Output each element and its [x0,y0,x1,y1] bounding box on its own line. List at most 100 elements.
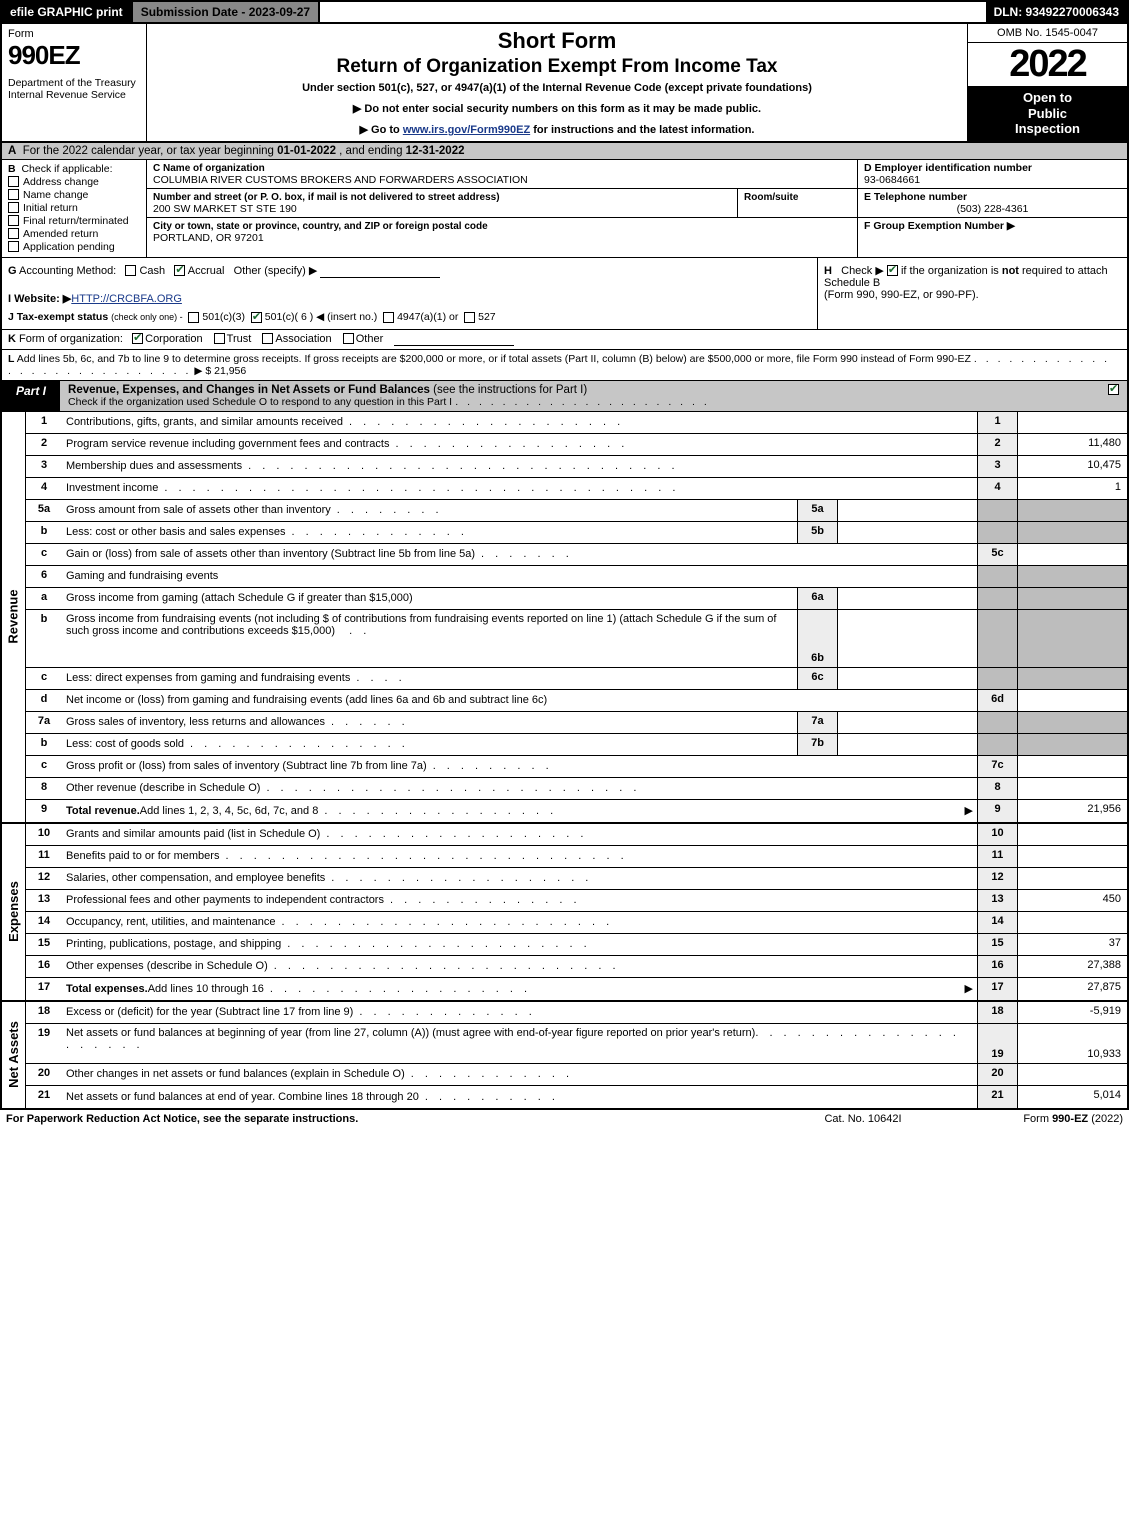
chk-other-org[interactable] [343,333,354,344]
chk-address-change[interactable] [8,176,19,187]
c-letter: C [153,163,160,174]
l-text: Add lines 5b, 6c, and 7b to line 9 to de… [17,353,971,365]
line-6a-subnum: 6a [797,588,837,609]
lbl-other-org: Other [356,333,384,345]
chk-name-change[interactable] [8,189,19,200]
year-begin: 01-01-2022 [277,145,336,157]
line-6b-rnum-shaded [977,610,1017,667]
line-17-num: 17 [26,978,62,1000]
line-6-rval-shaded [1017,566,1127,587]
footer-catno: Cat. No. 10642I [763,1113,963,1125]
line-21-value: 5,014 [1017,1086,1127,1108]
lbl-amended-return: Amended return [23,228,98,240]
line-12-value [1017,868,1127,889]
line-7a-subval [837,712,977,733]
other-org-field[interactable] [394,333,514,346]
line-5a-num: 5a [26,500,62,521]
instr-goto: ▶ Go to www.irs.gov/Form990EZ for instru… [155,123,959,136]
line-6a-subval [837,588,977,609]
line-6b-subval [837,610,977,667]
line-7c-rnum: 7c [977,756,1017,777]
line-7a-subnum: 7a [797,712,837,733]
line-6c-rnum-shaded [977,668,1017,689]
form-word: Form [8,28,140,40]
irs-link[interactable]: www.irs.gov/Form990EZ [403,124,530,136]
line-7c-desc: Gross profit or (loss) from sales of inv… [66,760,427,772]
lbl-final-return: Final return/terminated [23,215,129,227]
line-7c-value [1017,756,1127,777]
org-city: PORTLAND, OR 97201 [153,232,264,244]
line-12: 12 Salaries, other compensation, and emp… [26,868,1127,890]
form-header: Form 990EZ Department of the TreasuryInt… [0,24,1129,143]
f-group-exemption: F Group Exemption Number ▶ [864,220,1015,232]
line-9-value: 21,956 [1017,800,1127,822]
expenses-section: Expenses 10 Grants and similar amounts p… [0,824,1129,1002]
revenue-side-label: Revenue [2,412,26,822]
line-9-rnum: 9 [977,800,1017,822]
block-bcdef: B Check if applicable: Address change Na… [0,160,1129,258]
chk-initial-return[interactable] [8,202,19,213]
chk-schedule-b-not-required[interactable] [887,265,898,276]
line-7b-subval [837,734,977,755]
line-11: 11 Benefits paid to or for members. . . … [26,846,1127,868]
line-6b-subnum: 6b [797,610,837,667]
line-10-rnum: 10 [977,824,1017,845]
c-city-label: City or town, state or province, country… [153,221,488,232]
netassets-section: Net Assets 18 Excess or (deficit) for th… [0,1002,1129,1110]
part1-title: Revenue, Expenses, and Changes in Net As… [60,381,1100,411]
line-14-desc: Occupancy, rent, utilities, and maintena… [66,916,276,928]
l-arrow: ▶ $ [194,365,211,377]
line-11-num: 11 [26,846,62,867]
footer-form-pre: Form [1023,1113,1052,1125]
website-link[interactable]: HTTP://CRCBFA.ORG [71,293,182,305]
line-4-value: 1 [1017,478,1127,499]
omb-number: OMB No. 1545-0047 [968,24,1127,43]
line-16-value: 27,388 [1017,956,1127,977]
other-method-field[interactable] [320,265,440,278]
chk-4947[interactable] [383,312,394,323]
phone-value: (503) 228-4361 [957,203,1029,215]
line-5a: 5a Gross amount from sale of assets othe… [26,500,1127,522]
submission-date-button[interactable]: Submission Date - 2023-09-27 [133,2,320,22]
line-18-value: -5,919 [1017,1002,1127,1023]
line-14-rnum: 14 [977,912,1017,933]
line-15: 15 Printing, publications, postage, and … [26,934,1127,956]
chk-501c3[interactable] [188,312,199,323]
chk-501c[interactable] [251,312,262,323]
line-6-num: 6 [26,566,62,587]
chk-cash[interactable] [125,265,136,276]
chk-schedule-o-part1[interactable] [1108,384,1119,395]
line-13: 13 Professional fees and other payments … [26,890,1127,912]
line-16: 16 Other expenses (describe in Schedule … [26,956,1127,978]
lbl-501c: 501(c)( 6 ) ◀ (insert no.) [265,311,378,323]
line-6d-value [1017,690,1127,711]
line-10: 10 Grants and similar amounts paid (list… [26,824,1127,846]
line-7c: c Gross profit or (loss) from sales of i… [26,756,1127,778]
chk-amended-return[interactable] [8,228,19,239]
chk-final-return[interactable] [8,215,19,226]
line-14-num: 14 [26,912,62,933]
row-k: K Form of organization: Corporation Trus… [0,330,1129,350]
chk-accrual[interactable] [174,265,185,276]
instr-no-ssn: ▶ Do not enter social security numbers o… [155,102,959,115]
chk-application-pending[interactable] [8,241,19,252]
chk-trust[interactable] [214,333,225,344]
line-20-value [1017,1064,1127,1085]
lbl-association: Association [275,333,331,345]
line-20: 20 Other changes in net assets or fund b… [26,1064,1127,1086]
efile-print-button[interactable]: efile GRAPHIC print [2,2,133,22]
line-21-desc: Net assets or fund balances at end of ye… [66,1091,419,1103]
line-6c-rval-shaded [1017,668,1127,689]
chk-corporation[interactable] [132,333,143,344]
footer-form-num: 990-EZ [1052,1113,1088,1125]
lbl-501c3: 501(c)(3) [202,311,245,323]
line-10-num: 10 [26,824,62,845]
h-side: H Check ▶ if the organization is not req… [817,258,1127,329]
chk-527[interactable] [464,312,475,323]
line-2-rnum: 2 [977,434,1017,455]
line-5b-rval-shaded [1017,522,1127,543]
line-5a-desc: Gross amount from sale of assets other t… [66,504,331,516]
form-number: 990EZ [8,40,140,71]
col-c-org-info: C Name of organization COLUMBIA RIVER CU… [147,160,857,257]
chk-association[interactable] [262,333,273,344]
